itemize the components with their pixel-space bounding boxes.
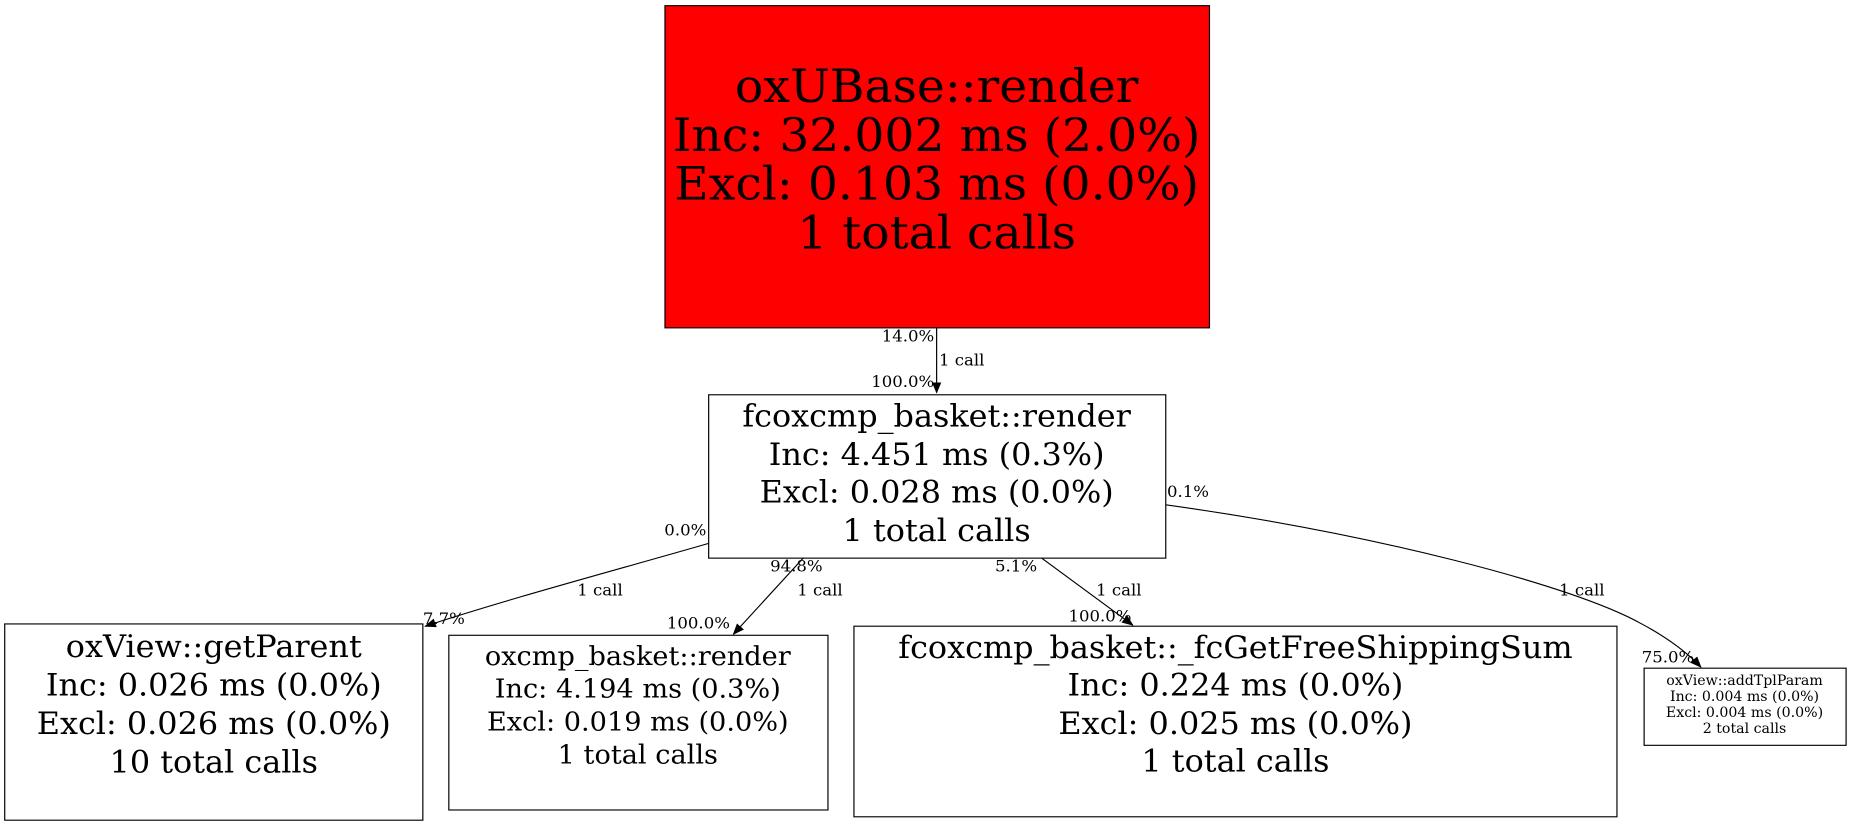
edge-label: 1 call (797, 581, 842, 600)
edge-fcbasket-freeship: 5.1% 1 call 100.0% (995, 557, 1142, 626)
edge-tail-label: 14.0% (882, 327, 935, 346)
node-exclusive: Excl: 0.025 ms (0.0%) (1058, 707, 1412, 742)
node-name: oxView::getParent (66, 629, 362, 664)
node-exclusive: Excl: 0.103 ms (0.0%) (674, 158, 1199, 211)
node-name: oxUBase::render (735, 60, 1139, 113)
node-inclusive: Inc: 0.004 ms (0.0%) (1670, 689, 1819, 705)
node-exclusive: Excl: 0.004 ms (0.0%) (1666, 705, 1823, 721)
node-fcoxcmp-basket-render: fcoxcmp_basket::render Inc: 4.451 ms (0.… (708, 394, 1167, 559)
edge-fcbasket-oxbasket: 94.8% 1 call 100.0% (667, 557, 843, 635)
edge-head-label: 7.7% (423, 609, 465, 628)
edge-head-label: 75.0% (1642, 648, 1695, 667)
node-oxcmp-basket-render: oxcmp_basket::render Inc: 4.194 ms (0.3%… (448, 634, 829, 811)
edge-tail-label: 0.1% (1167, 482, 1209, 501)
edge-head-label: 100.0% (667, 614, 730, 633)
edge-label: 1 call (1096, 581, 1141, 600)
node-exclusive: Excl: 0.028 ms (0.0%) (760, 475, 1114, 510)
edge-head-label: 100.0% (871, 372, 934, 391)
node-calls: 10 total calls (110, 745, 318, 780)
node-inclusive: Inc: 4.451 ms (0.3%) (769, 438, 1105, 473)
node-name: oxcmp_basket::render (485, 641, 791, 671)
node-inclusive: Inc: 32.002 ms (2.0%) (673, 109, 1201, 162)
node-inclusive: Inc: 4.194 ms (0.3%) (495, 674, 781, 704)
edge-fcbasket-getparent: 0.0% 1 call 7.7% (423, 521, 709, 628)
node-exclusive: Excl: 0.026 ms (0.0%) (37, 707, 391, 742)
node-calls: 1 total calls (1141, 744, 1329, 779)
edge-label: 1 call (577, 581, 622, 600)
edge-tail-label: 5.1% (995, 557, 1037, 576)
node-calls: 2 total calls (1703, 721, 1787, 737)
node-inclusive: Inc: 0.026 ms (0.0%) (46, 668, 382, 703)
node-name: oxView::addTplParam (1666, 673, 1823, 689)
node-calls: 1 total calls (558, 740, 718, 770)
node-inclusive: Inc: 0.224 ms (0.0%) (1068, 668, 1404, 703)
node-oxview-addtplparam: oxView::addTplParam Inc: 0.004 ms (0.0%)… (1643, 667, 1847, 746)
node-oxubase-render: oxUBase::render Inc: 32.002 ms (2.0%) Ex… (664, 5, 1211, 329)
edge-tail-label: 0.0% (664, 521, 706, 540)
node-name: fcoxcmp_basket::_fcGetFreeShippingSum (898, 631, 1572, 666)
edge-label: 1 call (939, 351, 984, 370)
edge-fcbasket-addtpl: 0.1% 1 call 75.0% (1165, 482, 1702, 668)
node-name: fcoxcmp_basket::render (742, 399, 1131, 434)
edge-head-label: 100.0% (1068, 607, 1131, 626)
edge-ubase-fcbasket: 14.0% 1 call 100.0% (871, 327, 984, 394)
edge-tail-label: 94.8% (770, 557, 823, 576)
node-exclusive: Excl: 0.019 ms (0.0%) (487, 707, 789, 737)
node-calls: 1 total calls (797, 206, 1076, 259)
edge-label: 1 call (1559, 581, 1604, 600)
node-oxview-getparent: oxView::getParent Inc: 0.026 ms (0.0%) E… (4, 623, 424, 821)
node-fcgetfreeshippingsum: fcoxcmp_basket::_fcGetFreeShippingSum In… (853, 625, 1618, 818)
node-calls: 1 total calls (843, 514, 1031, 549)
